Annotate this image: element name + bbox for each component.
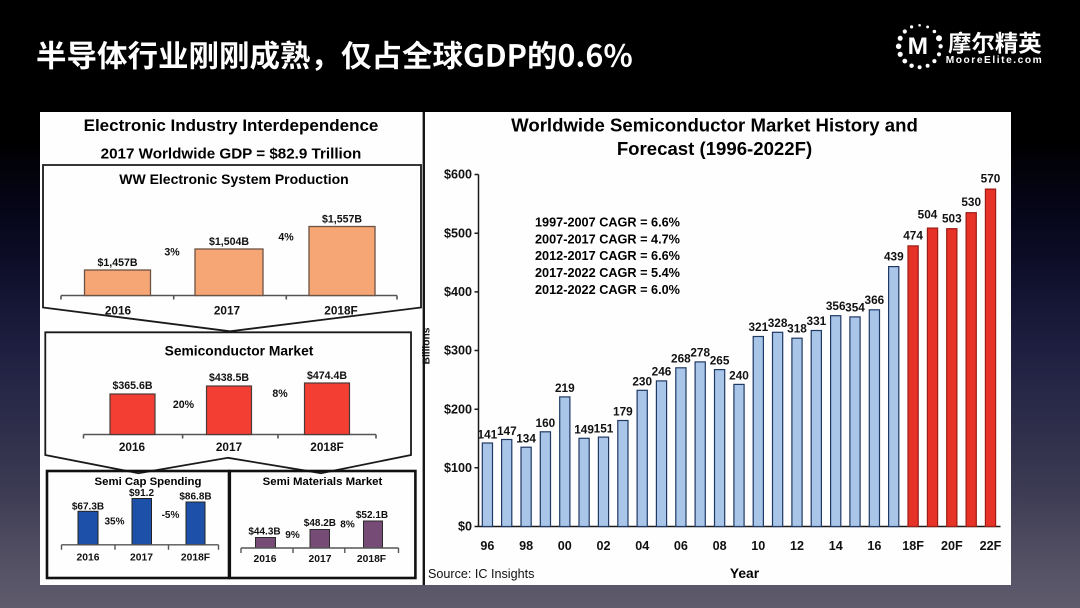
svg-text:3%: 3% bbox=[164, 247, 180, 259]
svg-text:503: 503 bbox=[942, 211, 962, 225]
svg-text:$1,504B: $1,504B bbox=[209, 236, 249, 248]
svg-text:265: 265 bbox=[710, 353, 730, 367]
svg-text:$1,557B: $1,557B bbox=[322, 214, 362, 226]
svg-text:2018F: 2018F bbox=[357, 554, 386, 565]
svg-text:$86.8B: $86.8B bbox=[179, 492, 211, 503]
svg-text:Forecast (1996-2022F): Forecast (1996-2022F) bbox=[617, 138, 812, 159]
svg-text:2017 Worldwide GDP = $82.9 Tri: 2017 Worldwide GDP = $82.9 Trillion bbox=[101, 146, 362, 163]
svg-text:18F: 18F bbox=[902, 539, 924, 553]
svg-text:151: 151 bbox=[594, 421, 614, 435]
svg-text:Semi Cap Spending: Semi Cap Spending bbox=[95, 476, 202, 488]
svg-text:Source: IC Insights: Source: IC Insights bbox=[428, 567, 534, 581]
svg-text:$52.1B: $52.1B bbox=[356, 510, 388, 521]
svg-text:$1,457B: $1,457B bbox=[97, 257, 137, 269]
svg-text:278: 278 bbox=[690, 346, 710, 360]
svg-text:134: 134 bbox=[516, 432, 536, 446]
svg-text:06: 06 bbox=[674, 539, 688, 553]
svg-text:$365.6B: $365.6B bbox=[112, 380, 152, 392]
svg-text:$400: $400 bbox=[444, 285, 472, 299]
svg-text:8%: 8% bbox=[340, 520, 355, 531]
svg-text:$100: $100 bbox=[444, 461, 472, 475]
svg-text:$91.2: $91.2 bbox=[129, 488, 154, 499]
svg-text:98: 98 bbox=[519, 539, 533, 553]
svg-text:570: 570 bbox=[981, 171, 1001, 185]
svg-text:2018F: 2018F bbox=[310, 440, 343, 454]
svg-text:2017-2022 CAGR = 5.4%: 2017-2022 CAGR = 5.4% bbox=[535, 266, 680, 280]
svg-text:2017: 2017 bbox=[216, 440, 243, 454]
svg-text:M: M bbox=[908, 33, 928, 60]
svg-text:Worldwide Semiconductor Market: Worldwide Semiconductor Market History a… bbox=[511, 115, 918, 136]
svg-text:$0: $0 bbox=[458, 520, 472, 534]
svg-text:9%: 9% bbox=[285, 530, 300, 541]
svg-text:Year: Year bbox=[730, 566, 760, 581]
svg-text:Billions: Billions bbox=[421, 327, 432, 364]
svg-text:268: 268 bbox=[671, 352, 691, 366]
svg-text:12: 12 bbox=[790, 539, 804, 553]
svg-text:2012-2017 CAGR = 6.6%: 2012-2017 CAGR = 6.6% bbox=[535, 249, 680, 263]
svg-text:$48.2B: $48.2B bbox=[304, 518, 336, 529]
svg-text:230: 230 bbox=[632, 374, 652, 388]
svg-text:14: 14 bbox=[829, 539, 843, 553]
svg-text:2016: 2016 bbox=[119, 440, 146, 454]
svg-text:2017: 2017 bbox=[130, 553, 153, 564]
svg-text:246: 246 bbox=[652, 365, 672, 379]
svg-text:$600: $600 bbox=[444, 168, 472, 182]
svg-text:00: 00 bbox=[558, 539, 572, 553]
svg-text:147: 147 bbox=[497, 424, 517, 438]
svg-text:MooreElite.com: MooreElite.com bbox=[946, 55, 1044, 66]
svg-text:356: 356 bbox=[826, 299, 846, 313]
svg-text:354: 354 bbox=[845, 300, 865, 314]
svg-text:219: 219 bbox=[555, 381, 575, 395]
svg-text:179: 179 bbox=[613, 405, 633, 419]
svg-text:2016: 2016 bbox=[105, 304, 132, 318]
svg-text:474: 474 bbox=[903, 229, 923, 243]
svg-text:02: 02 bbox=[596, 539, 610, 553]
svg-text:$67.3B: $67.3B bbox=[72, 502, 104, 513]
svg-text:141: 141 bbox=[478, 427, 498, 441]
svg-text:2018F: 2018F bbox=[324, 304, 357, 318]
svg-text:20%: 20% bbox=[173, 399, 195, 411]
svg-text:321: 321 bbox=[748, 320, 768, 334]
svg-text:1997-2007 CAGR = 6.6%: 1997-2007 CAGR = 6.6% bbox=[535, 216, 680, 230]
svg-text:8%: 8% bbox=[272, 388, 288, 400]
svg-text:2016: 2016 bbox=[77, 553, 100, 564]
svg-text:$300: $300 bbox=[444, 344, 472, 358]
svg-text:2017: 2017 bbox=[309, 554, 332, 565]
svg-text:$200: $200 bbox=[444, 402, 472, 416]
svg-text:10: 10 bbox=[751, 539, 765, 553]
svg-text:160: 160 bbox=[536, 416, 556, 430]
svg-text:240: 240 bbox=[729, 368, 749, 382]
svg-text:Semi Materials Market: Semi Materials Market bbox=[263, 476, 383, 488]
svg-text:$44.3B: $44.3B bbox=[248, 527, 280, 538]
svg-text:$438.5B: $438.5B bbox=[209, 372, 249, 384]
svg-text:16: 16 bbox=[867, 539, 881, 553]
svg-text:4%: 4% bbox=[278, 232, 294, 244]
svg-text:2018F: 2018F bbox=[181, 553, 210, 564]
svg-text:331: 331 bbox=[807, 314, 827, 328]
svg-text:318: 318 bbox=[787, 322, 807, 336]
svg-text:504: 504 bbox=[918, 208, 938, 222]
svg-text:2016: 2016 bbox=[254, 554, 277, 565]
svg-text:149: 149 bbox=[574, 423, 594, 437]
svg-text:2007-2017 CAGR = 4.7%: 2007-2017 CAGR = 4.7% bbox=[535, 232, 680, 246]
svg-text:366: 366 bbox=[865, 293, 885, 307]
svg-text:35%: 35% bbox=[104, 517, 124, 528]
svg-text:2012-2022 CAGR = 6.0%: 2012-2022 CAGR = 6.0% bbox=[535, 283, 680, 297]
svg-text:$500: $500 bbox=[444, 226, 472, 240]
svg-text:20F: 20F bbox=[941, 539, 963, 553]
svg-text:2017: 2017 bbox=[214, 304, 241, 318]
svg-text:22F: 22F bbox=[980, 539, 1002, 553]
svg-text:-5%: -5% bbox=[162, 510, 180, 521]
svg-text:439: 439 bbox=[884, 250, 904, 264]
svg-text:04: 04 bbox=[635, 539, 649, 553]
svg-text:WW Electronic System Productio: WW Electronic System Production bbox=[119, 171, 348, 187]
svg-text:530: 530 bbox=[961, 195, 981, 209]
svg-text:96: 96 bbox=[480, 539, 494, 553]
svg-text:$474.4B: $474.4B bbox=[307, 370, 347, 382]
svg-text:Semiconductor Market: Semiconductor Market bbox=[165, 344, 314, 359]
svg-text:328: 328 bbox=[768, 316, 788, 330]
svg-text:Electronic Industry Interdepen: Electronic Industry Interdependence bbox=[84, 116, 379, 135]
svg-text:08: 08 bbox=[713, 539, 727, 553]
